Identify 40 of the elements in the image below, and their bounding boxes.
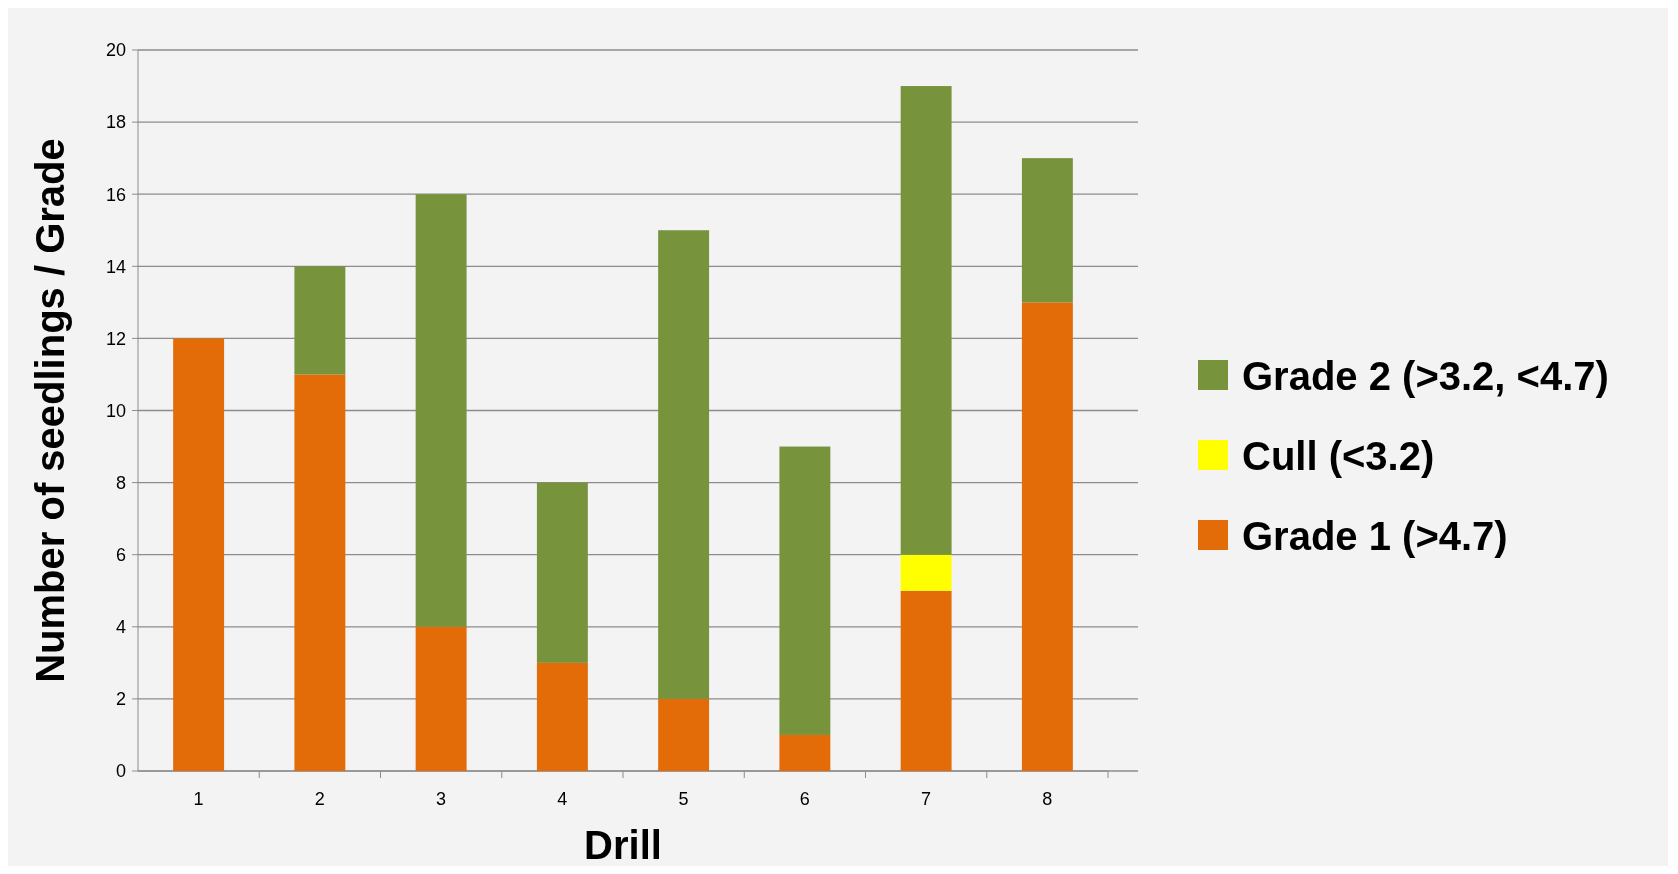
bar [536,662,588,771]
y-tick-label: 10 [105,400,126,421]
y-tick-label: 12 [105,328,126,349]
bar [536,482,588,663]
y-tick-label: 2 [115,689,126,710]
y-tick-label: 0 [115,761,126,782]
bar [779,734,831,771]
bar [900,590,952,771]
y-tick-label: 20 [105,40,126,61]
x-tick-label: 3 [436,789,447,809]
y-tick-label: 8 [115,472,126,493]
y-tick-label: 4 [115,617,126,638]
bar [658,230,710,699]
bar [415,194,467,627]
bar [415,626,467,771]
x-tick-label: 8 [1042,789,1053,809]
bar [900,86,952,555]
bar [294,374,346,771]
legend-label: Grade 1 (>4.7) [1242,514,1508,558]
bar [658,698,710,771]
bar [779,446,831,735]
x-tick-label: 4 [557,789,568,809]
bar [1021,158,1073,303]
bar [173,338,225,771]
y-axis-title: Number of seedlings / Grade [28,138,72,683]
x-tick-label: 7 [921,789,932,809]
x-tick-label: 1 [193,789,204,809]
x-tick-label: 2 [314,789,325,809]
y-tick-label: 16 [105,184,126,205]
x-tick-label: 5 [678,789,689,809]
legend-label: Grade 2 (>3.2, <4.7) [1242,354,1609,398]
y-tick-label: 14 [105,256,126,277]
x-axis-title: Drill [584,823,662,867]
legend-label: Cull (<3.2) [1242,434,1435,478]
x-tick-label: 6 [799,789,810,809]
y-tick-label: 6 [115,545,126,565]
y-tick-label: 18 [105,112,126,133]
bar [900,554,952,591]
bar [294,266,346,375]
bar [1021,302,1073,771]
